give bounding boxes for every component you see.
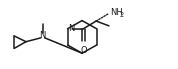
Text: N: N bbox=[69, 24, 75, 33]
Text: NH: NH bbox=[110, 8, 123, 17]
Text: 2: 2 bbox=[120, 12, 124, 18]
Text: O: O bbox=[80, 46, 87, 55]
Text: N: N bbox=[40, 31, 46, 40]
